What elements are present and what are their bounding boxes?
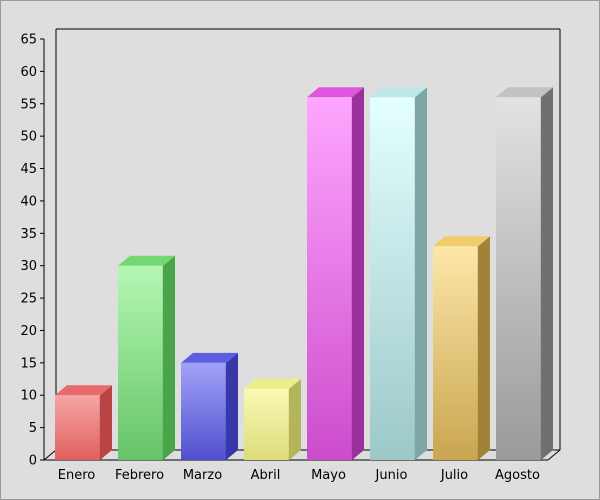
bar-top-face [181, 352, 238, 363]
bar-front-face [496, 97, 541, 461]
bar-agosto [496, 87, 553, 461]
y-tick-label: 50 [20, 130, 37, 145]
floor-right-edge [547, 449, 561, 461]
bar-julio [433, 236, 490, 460]
x-category-label: Febrero [115, 468, 164, 483]
y-tick-label: 35 [20, 227, 37, 242]
bar-side-face [289, 378, 301, 460]
bar-top-face [370, 87, 427, 98]
bar-front-face [307, 97, 352, 461]
bar-side-face [352, 87, 364, 461]
bar-front-face [181, 362, 226, 460]
y-tick-label: 65 [20, 33, 37, 48]
y-tick-label: 40 [20, 194, 37, 209]
bar-side-face [478, 236, 490, 460]
bar-top-face [118, 255, 175, 266]
bar-side-face [226, 352, 238, 460]
bar-junio [370, 87, 427, 461]
bar-side-face [541, 87, 553, 461]
y-tick-label: 30 [20, 259, 37, 274]
bar-abril [244, 378, 301, 460]
y-tick-label: 60 [20, 65, 37, 80]
bar-febrero [118, 255, 175, 460]
x-category-label: Agosto [495, 468, 540, 483]
bar-series [55, 87, 553, 461]
x-category-label: Junio [375, 468, 408, 483]
bar-front-face [55, 395, 100, 460]
bar-side-face [163, 255, 175, 460]
x-category-label: Abril [251, 468, 281, 483]
bar-marzo [181, 352, 238, 460]
bar-enero [55, 385, 112, 460]
y-tick-label: 10 [20, 389, 37, 404]
bar-side-face [415, 87, 427, 461]
bar-side-face [100, 385, 112, 460]
bar-front-face [433, 246, 478, 460]
y-axis-ticks: 0 5 10 15 20 25 30 35 40 45 50 55 60 65 [20, 33, 44, 469]
y-tick-label: 55 [20, 97, 37, 112]
x-axis-labels: Enero Febrero Marzo Abril Mayo Junio Julio Agos… [58, 468, 540, 483]
x-category-label: Julio [440, 468, 468, 483]
y-tick-label: 25 [20, 292, 37, 307]
bar-top-face [244, 378, 301, 389]
y-tick-label: 20 [20, 324, 37, 339]
y-tick-label: 45 [20, 162, 37, 177]
bar-mayo [307, 87, 364, 461]
x-category-label: Mayo [311, 468, 346, 483]
bar-front-face [370, 97, 415, 461]
bar-front-face [118, 265, 163, 460]
x-category-label: Enero [58, 468, 96, 483]
bar-top-face [433, 236, 490, 247]
bar-top-face [307, 87, 364, 98]
bar-top-face [55, 385, 112, 396]
bar-front-face [244, 388, 289, 460]
y-tick-label: 0 [29, 454, 37, 469]
x-category-label: Marzo [183, 468, 222, 483]
bar-top-face [496, 87, 553, 98]
y-tick-label: 5 [29, 421, 37, 436]
y-tick-label: 15 [20, 356, 37, 371]
